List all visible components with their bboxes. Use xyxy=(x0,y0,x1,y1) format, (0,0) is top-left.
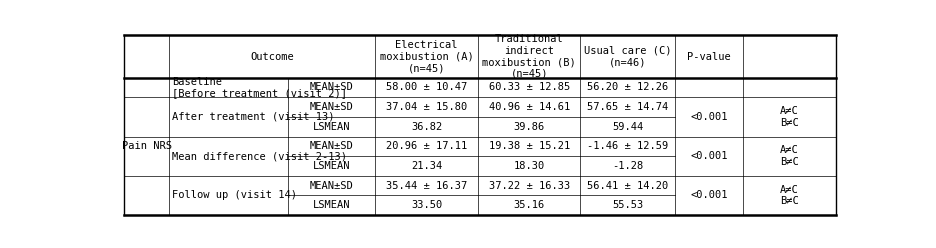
Text: 40.96 ± 14.61: 40.96 ± 14.61 xyxy=(488,102,569,112)
Text: A≠C
B≠C: A≠C B≠C xyxy=(780,145,798,167)
Text: 59.44: 59.44 xyxy=(611,122,643,132)
Text: 21.34: 21.34 xyxy=(410,161,442,171)
Text: <0.001: <0.001 xyxy=(690,151,727,161)
Text: LSMEAN: LSMEAN xyxy=(313,122,350,132)
Text: 37.04 ± 15.80: 37.04 ± 15.80 xyxy=(386,102,467,112)
Text: Electrical
moxibustion (A)
(n=45): Electrical moxibustion (A) (n=45) xyxy=(379,40,473,73)
Text: 56.41 ± 14.20: 56.41 ± 14.20 xyxy=(586,181,667,190)
Text: MEAN±SD: MEAN±SD xyxy=(309,83,353,93)
Text: 55.53: 55.53 xyxy=(611,200,643,210)
Text: A≠C
B≠C: A≠C B≠C xyxy=(780,106,798,128)
Text: <0.001: <0.001 xyxy=(690,190,727,200)
Text: LSMEAN: LSMEAN xyxy=(313,200,350,210)
Text: Outcome: Outcome xyxy=(250,52,294,62)
Text: 18.30: 18.30 xyxy=(513,161,544,171)
Text: -1.46 ± 12.59: -1.46 ± 12.59 xyxy=(586,141,667,151)
Text: 35.16: 35.16 xyxy=(513,200,544,210)
Text: 35.44 ± 16.37: 35.44 ± 16.37 xyxy=(386,181,467,190)
Text: MEAN±SD: MEAN±SD xyxy=(309,181,353,190)
Text: Pain NRS: Pain NRS xyxy=(122,141,171,151)
Text: 37.22 ± 16.33: 37.22 ± 16.33 xyxy=(488,181,569,190)
Text: 36.82: 36.82 xyxy=(410,122,442,132)
Text: 19.38 ± 15.21: 19.38 ± 15.21 xyxy=(488,141,569,151)
Text: 20.96 ± 17.11: 20.96 ± 17.11 xyxy=(386,141,467,151)
Text: 60.33 ± 12.85: 60.33 ± 12.85 xyxy=(488,83,569,93)
Text: Mean difference (visit 2-13): Mean difference (visit 2-13) xyxy=(172,151,347,161)
Text: 33.50: 33.50 xyxy=(410,200,442,210)
Text: 57.65 ± 14.74: 57.65 ± 14.74 xyxy=(586,102,667,112)
Text: MEAN±SD: MEAN±SD xyxy=(309,141,353,151)
Text: LSMEAN: LSMEAN xyxy=(313,161,350,171)
Text: Follow up (visit 14): Follow up (visit 14) xyxy=(172,190,297,200)
Text: 39.86: 39.86 xyxy=(513,122,544,132)
Text: MEAN±SD: MEAN±SD xyxy=(309,102,353,112)
Text: -1.28: -1.28 xyxy=(611,161,643,171)
Text: 56.20 ± 12.26: 56.20 ± 12.26 xyxy=(586,83,667,93)
Text: Baseline
[Before treatment (visit 2)]: Baseline [Before treatment (visit 2)] xyxy=(172,77,347,98)
Text: A≠C
B≠C: A≠C B≠C xyxy=(780,185,798,206)
Text: After treatment (visit 13): After treatment (visit 13) xyxy=(172,112,334,122)
Text: <0.001: <0.001 xyxy=(690,112,727,122)
Text: Usual care (C)
(n=46): Usual care (C) (n=46) xyxy=(583,46,671,67)
Text: Traditional
indirect
moxibustion (B)
(n=45): Traditional indirect moxibustion (B) (n=… xyxy=(482,34,576,79)
Text: 58.00 ± 10.47: 58.00 ± 10.47 xyxy=(386,83,467,93)
Text: P-value: P-value xyxy=(686,52,730,62)
